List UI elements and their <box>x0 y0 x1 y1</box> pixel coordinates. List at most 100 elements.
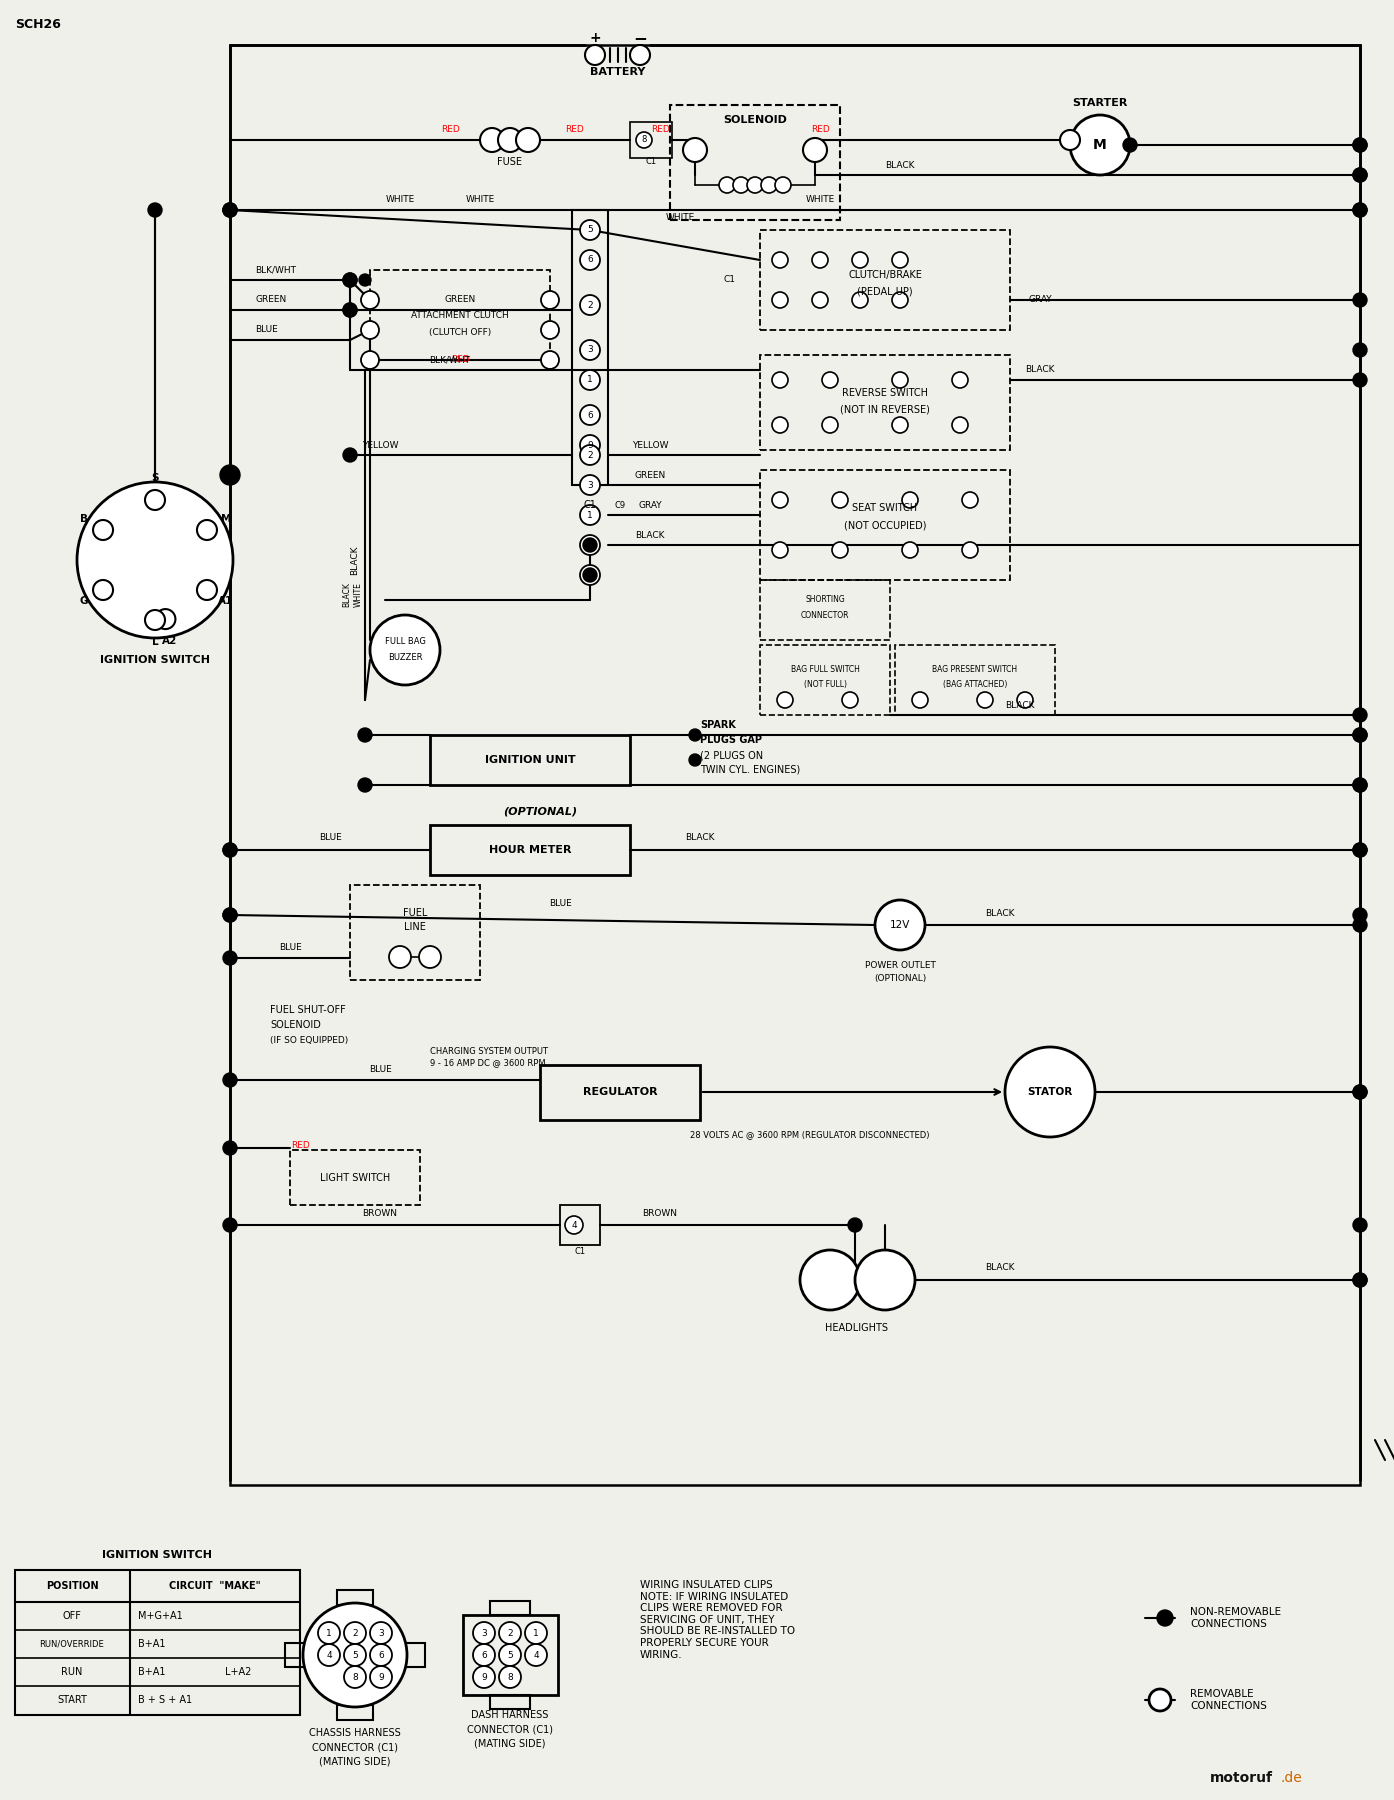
Text: RED: RED <box>811 126 829 135</box>
Text: L: L <box>152 637 159 646</box>
Circle shape <box>223 842 237 857</box>
Circle shape <box>344 1643 367 1667</box>
Circle shape <box>220 464 240 484</box>
Circle shape <box>1354 167 1368 182</box>
Text: 8: 8 <box>507 1672 513 1681</box>
Text: M: M <box>220 515 231 524</box>
Text: REVERSE SWITCH: REVERSE SWITCH <box>842 389 928 398</box>
Circle shape <box>747 176 763 193</box>
Text: C1: C1 <box>574 1246 585 1256</box>
Circle shape <box>1157 1609 1172 1625</box>
Circle shape <box>811 292 828 308</box>
Bar <box>369 270 551 371</box>
Text: BLACK: BLACK <box>986 909 1015 918</box>
Circle shape <box>902 491 919 508</box>
Text: GRAY: GRAY <box>638 500 662 509</box>
Text: GREEN: GREEN <box>255 295 286 304</box>
Text: CIRCUIT  "MAKE": CIRCUIT "MAKE" <box>169 1580 261 1591</box>
Circle shape <box>580 436 599 455</box>
Circle shape <box>803 139 827 162</box>
Text: 9 - 16 AMP DC @ 3600 RPM: 9 - 16 AMP DC @ 3600 RPM <box>429 1058 545 1067</box>
Circle shape <box>473 1667 495 1688</box>
Text: 2: 2 <box>587 301 592 310</box>
Circle shape <box>318 1622 340 1643</box>
Circle shape <box>733 176 749 193</box>
Circle shape <box>1354 1219 1368 1231</box>
Text: POSITION: POSITION <box>46 1580 99 1591</box>
Circle shape <box>842 691 857 707</box>
Circle shape <box>800 1249 860 1310</box>
Circle shape <box>145 610 164 630</box>
Bar <box>630 122 672 158</box>
Text: RUN: RUN <box>61 1667 82 1678</box>
Text: 3: 3 <box>587 346 592 355</box>
Text: A2: A2 <box>162 635 177 646</box>
Text: BUZZER: BUZZER <box>388 653 422 662</box>
Text: (BAG ATTACHED): (BAG ATTACHED) <box>942 680 1008 689</box>
Text: BLACK: BLACK <box>885 160 914 169</box>
Circle shape <box>580 565 599 585</box>
Text: OFF: OFF <box>63 1611 81 1622</box>
Circle shape <box>952 373 967 389</box>
Circle shape <box>1354 139 1368 151</box>
Circle shape <box>1005 1048 1096 1138</box>
Circle shape <box>541 292 559 310</box>
Circle shape <box>223 1073 237 1087</box>
Text: 1: 1 <box>587 511 592 520</box>
Circle shape <box>852 252 868 268</box>
Text: G: G <box>79 596 88 607</box>
Circle shape <box>343 302 357 317</box>
Circle shape <box>358 778 372 792</box>
Text: BLUE: BLUE <box>368 1066 392 1075</box>
Text: M: M <box>1093 139 1107 151</box>
Circle shape <box>343 274 357 286</box>
Circle shape <box>1354 842 1368 857</box>
Circle shape <box>1354 778 1368 792</box>
Circle shape <box>223 950 237 965</box>
Text: 6: 6 <box>587 410 592 419</box>
Text: BLUE: BLUE <box>279 943 301 952</box>
Text: 1: 1 <box>326 1629 332 1638</box>
Bar <box>760 580 889 641</box>
Circle shape <box>1149 1688 1171 1712</box>
Text: 2: 2 <box>353 1629 358 1638</box>
Circle shape <box>772 542 788 558</box>
Circle shape <box>580 506 599 526</box>
Circle shape <box>223 203 237 218</box>
Text: (OPTIONAL): (OPTIONAL) <box>874 974 926 983</box>
Text: 4: 4 <box>326 1651 332 1660</box>
Text: BATTERY: BATTERY <box>590 67 645 77</box>
Circle shape <box>369 616 441 686</box>
Text: LINE: LINE <box>404 922 427 932</box>
Text: C1: C1 <box>723 275 736 284</box>
Circle shape <box>389 947 411 968</box>
Circle shape <box>832 491 848 508</box>
Bar <box>463 1615 558 1696</box>
Circle shape <box>516 128 539 151</box>
Bar <box>895 644 1055 715</box>
Circle shape <box>420 947 441 968</box>
Text: 9: 9 <box>378 1672 383 1681</box>
Circle shape <box>952 418 967 434</box>
Circle shape <box>892 418 907 434</box>
Text: M+G+A1: M+G+A1 <box>138 1611 183 1622</box>
Text: 6: 6 <box>587 256 592 265</box>
Circle shape <box>223 907 237 922</box>
Circle shape <box>197 520 217 540</box>
Text: BLACK: BLACK <box>350 545 360 574</box>
Circle shape <box>761 176 776 193</box>
Text: 8: 8 <box>641 135 647 144</box>
Circle shape <box>526 1643 546 1667</box>
Text: 6: 6 <box>378 1651 383 1660</box>
Text: 2: 2 <box>587 450 592 459</box>
Circle shape <box>580 535 599 554</box>
Bar <box>560 1204 599 1246</box>
Bar <box>491 1600 530 1615</box>
Text: RUN/OVERRIDE: RUN/OVERRIDE <box>39 1640 105 1649</box>
Text: RED: RED <box>290 1141 309 1150</box>
Circle shape <box>1354 1085 1368 1100</box>
Circle shape <box>892 292 907 308</box>
Text: 5: 5 <box>507 1651 513 1660</box>
Circle shape <box>1354 778 1368 792</box>
Text: REGULATOR: REGULATOR <box>583 1087 658 1096</box>
